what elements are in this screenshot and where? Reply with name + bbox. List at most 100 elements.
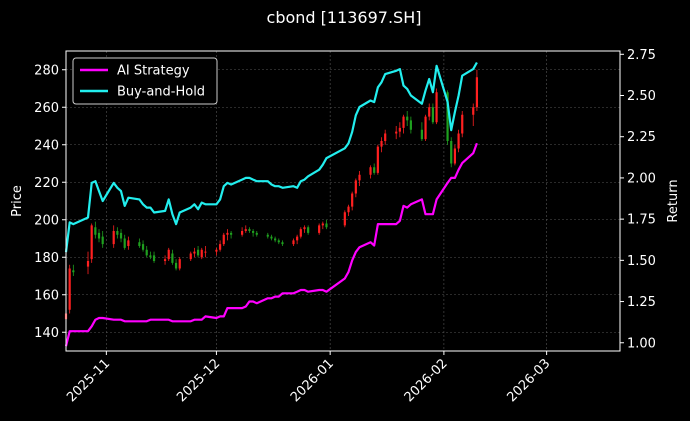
buy-and-hold-line — [64, 61, 478, 253]
candle-body — [119, 232, 123, 239]
y-tick-label: 200 — [34, 213, 59, 228]
candle-body — [127, 240, 130, 246]
candle-body — [277, 240, 280, 243]
y2-tick-label: 2.00 — [627, 171, 656, 186]
y2-tick-label: 1.00 — [627, 336, 656, 351]
candle-body — [395, 131, 398, 134]
candle-body — [347, 206, 350, 213]
candle-body — [398, 127, 401, 132]
legend-label-ai-strategy: AI Strategy — [117, 64, 190, 79]
candle-body — [303, 227, 306, 230]
legend: AI Strategy Buy-and-Hold — [72, 57, 218, 105]
candle-body — [167, 249, 170, 260]
candle-body — [325, 223, 328, 228]
candle-body — [307, 227, 310, 233]
candle-body — [218, 244, 222, 250]
candle-body — [428, 107, 431, 117]
candle-body — [229, 232, 233, 235]
y2-tick-label: 1.50 — [627, 254, 656, 269]
y-tick-label: 160 — [34, 288, 59, 303]
candle-body — [270, 236, 273, 239]
candle-body — [402, 116, 405, 128]
candle-body — [141, 244, 145, 250]
candle-body — [446, 92, 449, 141]
candle-body — [145, 249, 148, 256]
candle-body — [369, 167, 372, 175]
candle-body — [461, 114, 464, 134]
candle-body — [318, 225, 321, 233]
legend-box — [72, 57, 218, 105]
candle-body — [406, 116, 409, 121]
candle-body — [358, 174, 361, 181]
candle-body — [299, 229, 302, 237]
candle-body — [222, 234, 225, 245]
candle-body — [149, 255, 152, 258]
candle-body — [193, 251, 196, 254]
candle-body — [226, 232, 229, 235]
candle-body — [248, 229, 251, 231]
candle-body — [435, 92, 438, 123]
candle-body — [189, 253, 192, 260]
y2-axis-label: Return — [666, 179, 681, 222]
candle-body — [255, 232, 258, 235]
candle-body — [457, 133, 460, 149]
candle-body — [292, 240, 295, 245]
candle-body — [472, 107, 475, 115]
candle-body — [296, 236, 299, 241]
candle-body — [376, 146, 379, 173]
candle-body — [373, 167, 376, 173]
candle-body — [171, 253, 174, 263]
candle-body — [94, 227, 97, 235]
y2-tick-label: 2.25 — [627, 130, 656, 145]
y2-tick-label: 2.50 — [627, 89, 656, 104]
candle-body — [204, 251, 207, 253]
candle-body — [321, 223, 324, 226]
candle-body — [163, 259, 167, 261]
y2-tick-label: 1.25 — [627, 295, 656, 310]
plot-frame — [65, 50, 621, 352]
y-axis-label: Price — [10, 185, 25, 217]
y-tick-label: 140 — [34, 326, 59, 341]
candle-body — [354, 180, 357, 194]
candle-body — [72, 270, 75, 273]
candle-body — [112, 231, 115, 245]
y2-tick-label: 1.75 — [627, 213, 656, 228]
legend-label-buy-and-hold: Buy-and-Hold — [117, 85, 205, 100]
candle-body — [97, 232, 101, 239]
left-y-axis: 140 160 180 200 220 240 260 280 — [34, 63, 66, 341]
candle-body — [241, 231, 244, 235]
candle-body — [351, 193, 354, 207]
candle-body — [200, 249, 203, 258]
candle-body — [450, 141, 453, 164]
candle-body — [453, 148, 457, 164]
y-tick-label: 180 — [34, 251, 59, 266]
candle-body — [420, 129, 423, 140]
candle-body — [384, 133, 387, 141]
candle-body — [174, 262, 178, 269]
candle-body — [281, 242, 284, 245]
candle-body — [178, 259, 181, 269]
candle-body — [424, 116, 427, 140]
candle-body — [343, 212, 346, 226]
ai-strategy-line — [64, 142, 478, 347]
candle-body — [123, 238, 126, 248]
candle-body — [431, 107, 434, 123]
y2-tick-label: 2.75 — [627, 48, 656, 63]
candle-body — [274, 238, 277, 241]
candle-body — [152, 255, 156, 261]
candle-body — [68, 268, 71, 310]
y-tick-label: 240 — [34, 138, 59, 153]
candle-body — [101, 236, 104, 245]
y-tick-label: 280 — [34, 63, 59, 78]
series-lines — [64, 61, 478, 347]
chart-title: cbond [113697.SH] — [267, 8, 422, 27]
candle-body — [138, 242, 141, 246]
candle-body — [380, 141, 383, 147]
candle-body — [116, 231, 119, 235]
candle-body — [409, 120, 412, 130]
candle-body — [86, 261, 90, 267]
right-y-axis: 1.00 1.25 1.50 1.75 2.00 2.25 2.50 2.75 — [620, 48, 656, 351]
candle-body — [266, 234, 269, 237]
y-tick-label: 260 — [34, 101, 59, 116]
candle-body — [475, 77, 479, 108]
